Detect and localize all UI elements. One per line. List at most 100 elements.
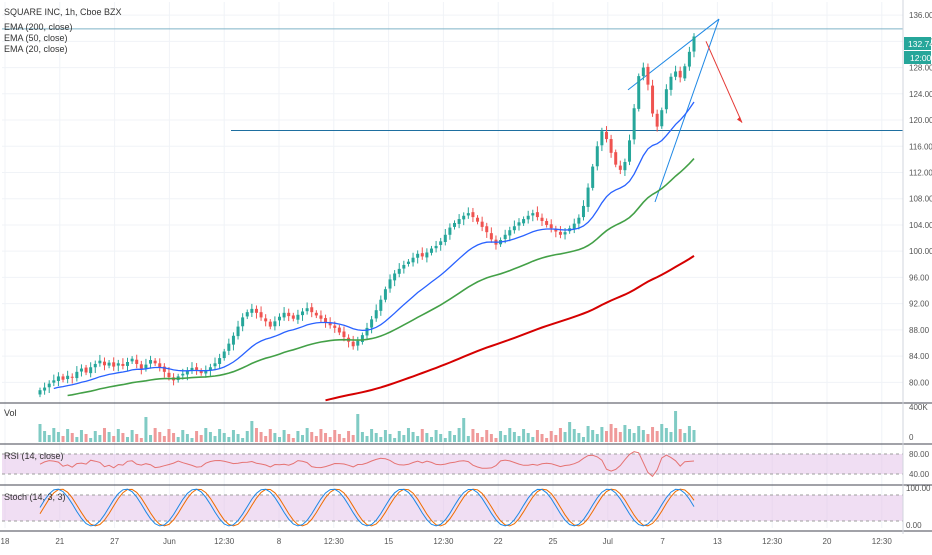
candle-body	[549, 224, 553, 229]
candle-body	[420, 253, 424, 257]
price-axis-label: 108.00	[909, 195, 932, 204]
candle-body	[581, 205, 585, 218]
candle-body	[66, 375, 70, 380]
time-axis-label: Jun	[163, 537, 176, 546]
volume-bar	[383, 430, 387, 442]
volume-bar	[568, 422, 572, 442]
price-axis-label: 84.00	[909, 352, 930, 361]
volume-bar	[416, 436, 420, 442]
ema-200-label: EMA (200, close)	[4, 22, 73, 32]
time-axis-label: 22	[494, 537, 503, 546]
volume-bar	[664, 428, 668, 442]
candle-body	[121, 363, 125, 366]
volume-bar	[190, 438, 194, 442]
candle-body	[250, 308, 254, 313]
candle-body	[56, 376, 60, 382]
volume-bar	[526, 433, 530, 442]
volume-bar	[52, 428, 56, 442]
candle-body	[651, 85, 655, 114]
candle-body	[135, 359, 139, 364]
candle-body	[319, 315, 323, 319]
volume-bar	[360, 432, 364, 442]
price-axis-label: 112.00	[909, 168, 932, 177]
time-axis-label: 12:30	[433, 537, 454, 546]
volume-bar	[199, 435, 203, 442]
volume-bar	[139, 438, 143, 442]
volume-bar	[489, 434, 493, 442]
volume-bar	[130, 430, 134, 442]
candle-body	[558, 231, 562, 235]
candle-body	[637, 76, 641, 109]
volume-bar	[549, 431, 553, 442]
candle-body	[554, 229, 558, 232]
rsi-axis-label: 40.00	[909, 470, 930, 479]
candle-body	[462, 215, 466, 220]
volume-bar	[508, 428, 512, 442]
candle-body	[457, 219, 461, 224]
volume-bar	[277, 437, 281, 442]
candle-body	[158, 363, 162, 368]
candle-body	[130, 358, 134, 362]
projection-arrow-line	[705, 41, 743, 123]
candle-body	[287, 312, 291, 317]
volume-bar	[153, 428, 157, 442]
candle-body	[360, 335, 364, 342]
time-axis-label: 7	[660, 537, 665, 546]
volume-bar	[176, 437, 180, 442]
ema-50-line	[67, 158, 695, 397]
candle-body	[162, 366, 166, 372]
volume-bar	[227, 437, 231, 442]
candle-body	[52, 380, 56, 383]
candle-body	[79, 368, 83, 372]
volume-bar	[604, 431, 608, 442]
volume-bar	[554, 435, 558, 442]
volume-bar	[149, 435, 153, 442]
volume-bar	[268, 429, 272, 442]
volume-bar	[89, 438, 93, 442]
candle-body	[213, 363, 217, 367]
wedge-lower-line	[654, 18, 720, 203]
volume-bar	[351, 435, 355, 442]
stoch-d-line	[39, 488, 695, 527]
time-axis-label: 20	[823, 537, 832, 546]
price-axis-label: 80.00	[909, 378, 930, 387]
candle-body	[208, 367, 212, 371]
price-axis-label: 88.00	[909, 326, 930, 335]
price-axis-label: 120.00	[909, 116, 932, 125]
price-axis-label: 128.00	[909, 64, 932, 73]
volume-bar	[347, 431, 351, 442]
candle-body	[38, 390, 42, 395]
volume-bar	[692, 430, 696, 442]
time-axis-label: 13	[713, 537, 722, 546]
candle-body	[434, 245, 438, 249]
time-axis-label: 25	[549, 537, 558, 546]
candle-body	[485, 226, 489, 233]
price-axis-label: 96.00	[909, 273, 930, 282]
candle-body	[448, 227, 452, 235]
candle-body	[632, 108, 636, 140]
volume-bar	[448, 431, 452, 442]
candle-body	[356, 341, 360, 346]
volume-bar	[135, 434, 139, 442]
candle-body	[199, 370, 203, 374]
volume-bar	[365, 436, 369, 442]
candle-body	[517, 222, 521, 226]
candle-body	[476, 217, 480, 222]
candle-body	[595, 146, 599, 167]
candle-body	[70, 376, 74, 378]
volume-bar	[84, 434, 88, 442]
volume-bar	[637, 426, 641, 442]
rsi-axis-label: 80.00	[909, 450, 930, 459]
candle-body	[646, 66, 650, 85]
price-axis-label: 136.00	[909, 11, 932, 20]
volume-bar	[457, 428, 461, 442]
ema-20-label: EMA (20, close)	[4, 44, 68, 54]
volume-bar	[66, 429, 70, 442]
candle-body	[471, 212, 475, 218]
candle-body	[480, 221, 484, 227]
candle-body	[195, 367, 199, 370]
candle-body	[402, 264, 406, 269]
candle-body	[664, 89, 668, 110]
